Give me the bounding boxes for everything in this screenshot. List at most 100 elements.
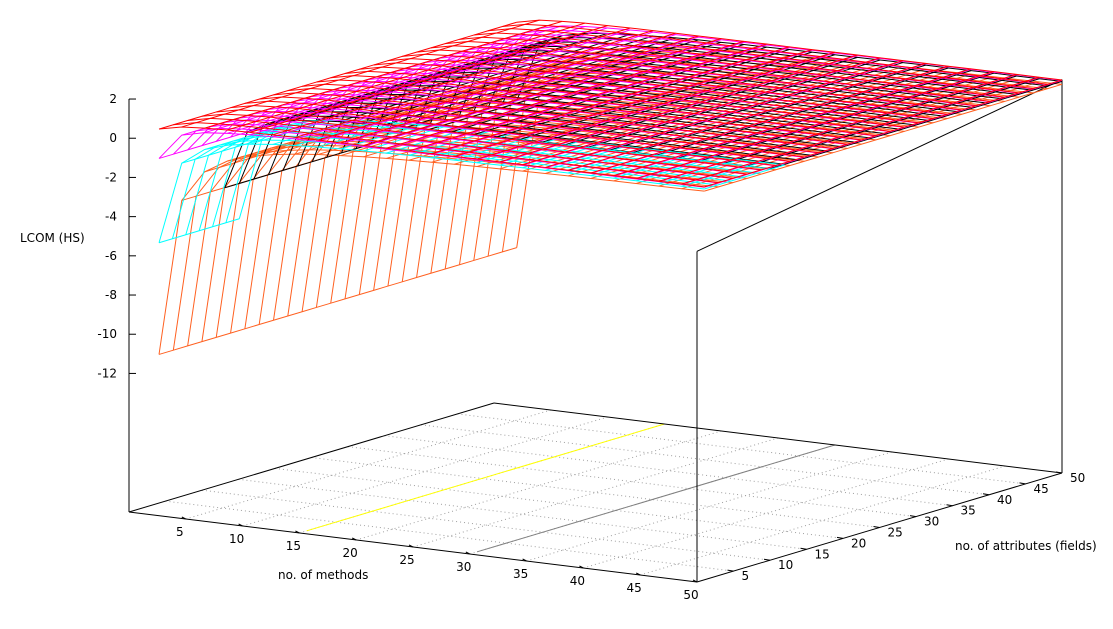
surface-mesh-line — [215, 115, 762, 171]
surface-mesh-line — [158, 126, 705, 188]
surface-mesh-line — [295, 31, 654, 140]
y-tick-label: 20 — [851, 536, 866, 550]
base-line — [476, 444, 835, 553]
surface-mesh-line — [272, 27, 631, 136]
surface-mesh-line — [590, 65, 949, 174]
x-axis-label: no. of methods — [278, 568, 368, 582]
surface-mesh-line — [215, 136, 762, 338]
x-tick — [351, 537, 357, 541]
surface-mesh-line — [330, 80, 877, 137]
z-axis-label: LCOM (HS) — [20, 231, 85, 245]
surface-mesh-line — [502, 29, 1048, 86]
z-tick-label: -8 — [105, 288, 117, 302]
y-tick-label: 15 — [815, 547, 830, 561]
base-line — [306, 423, 665, 532]
z-tick-label: 2 — [109, 92, 117, 106]
base-edge-left — [128, 402, 495, 513]
surface-mesh-line — [171, 139, 718, 239]
grid-line-methods — [583, 458, 949, 569]
surface-mesh-line — [499, 54, 858, 163]
surface-mesh-line — [408, 43, 767, 152]
y-tick — [836, 536, 844, 539]
x-tick — [295, 530, 300, 534]
grid-line-attributes — [347, 446, 917, 518]
surface-mesh-line — [273, 98, 819, 154]
x-tick-label: 10 — [229, 532, 244, 546]
surface-mesh-line — [488, 28, 1034, 90]
surface-mesh-line — [516, 25, 1063, 81]
surface-mesh-line — [416, 49, 962, 111]
surface-mesh-line — [444, 46, 991, 103]
surface-mesh-line — [635, 71, 994, 179]
surface-mesh-line — [187, 123, 733, 180]
surface-mesh-line — [249, 25, 608, 133]
surface-mesh-line — [330, 75, 877, 137]
surface-mesh-line — [387, 63, 934, 120]
y-tick-label: 40 — [997, 493, 1012, 507]
x-tick — [522, 558, 527, 562]
z-tick-label: -10 — [97, 327, 117, 341]
x-tick-label: 5 — [176, 525, 184, 539]
x-tick — [465, 551, 471, 555]
grid-line-attributes — [384, 435, 953, 507]
surface-mesh-line — [249, 27, 608, 136]
base-grid — [165, 409, 1026, 576]
x-tick — [579, 565, 584, 569]
surface-mesh-line — [316, 79, 862, 141]
surface-mesh-line — [459, 36, 1005, 98]
surface-mesh-line — [158, 51, 517, 159]
surface-mesh-line — [287, 87, 834, 149]
surface-mesh-line — [172, 127, 719, 184]
x-tick-label: 35 — [513, 567, 528, 581]
y-tick-label: 5 — [742, 569, 750, 583]
x-tick-label: 15 — [286, 539, 301, 553]
surface-mesh-line — [316, 85, 862, 141]
surface-mesh-line — [158, 132, 705, 188]
surface-mesh-line — [363, 38, 722, 146]
x-tick-label: 30 — [456, 560, 471, 574]
y-tick — [873, 526, 880, 528]
surface-mesh-line — [545, 60, 904, 168]
y-tick-label: 35 — [961, 504, 976, 518]
surface-mesh-line — [187, 117, 733, 179]
top-edge-right — [696, 79, 1063, 252]
surface-mesh-line — [272, 29, 631, 138]
surface-mesh-line — [344, 76, 891, 133]
z-tick-label: -4 — [105, 210, 117, 224]
surface-mesh-line — [216, 109, 762, 171]
surface-mesh-line — [373, 62, 919, 124]
surface-mesh-line — [230, 132, 776, 334]
y-tick — [1019, 482, 1026, 485]
surface-mesh-line — [258, 123, 805, 325]
x-tick-label: 40 — [570, 574, 585, 588]
surface-mesh-line — [244, 100, 791, 162]
surface-mesh-line — [502, 23, 1048, 85]
surface-mesh-line — [473, 32, 1020, 94]
x-tick — [181, 516, 187, 520]
surface-mesh-line — [445, 40, 991, 102]
z-tick-label: 0 — [109, 131, 117, 145]
surface-mesh-line — [158, 143, 705, 243]
surface-mesh-line — [358, 72, 905, 128]
y-tick-label: 30 — [924, 515, 939, 529]
grid-line-methods — [242, 416, 608, 527]
surface-mesh-line — [430, 51, 977, 107]
surfaces — [158, 19, 1063, 355]
surface-mesh-line — [259, 96, 805, 158]
x-tick-label: 50 — [683, 588, 698, 602]
surface-4 — [158, 19, 1063, 188]
surface-mesh-line — [658, 73, 1017, 182]
surface-mesh-line — [287, 93, 834, 150]
surface-mesh-line — [704, 83, 1063, 192]
surface-mesh-line — [244, 106, 791, 163]
surface-mesh-line — [704, 79, 1063, 188]
grid-line-attributes — [311, 457, 880, 528]
surface-mesh-line — [681, 76, 1040, 185]
surface-mesh-line — [373, 68, 919, 124]
x-tick-label: 20 — [343, 546, 358, 560]
y-tick-label: 10 — [778, 558, 793, 572]
y-tick — [800, 547, 807, 550]
grid-line-attributes — [274, 467, 844, 539]
grid-line-attributes — [420, 424, 990, 496]
